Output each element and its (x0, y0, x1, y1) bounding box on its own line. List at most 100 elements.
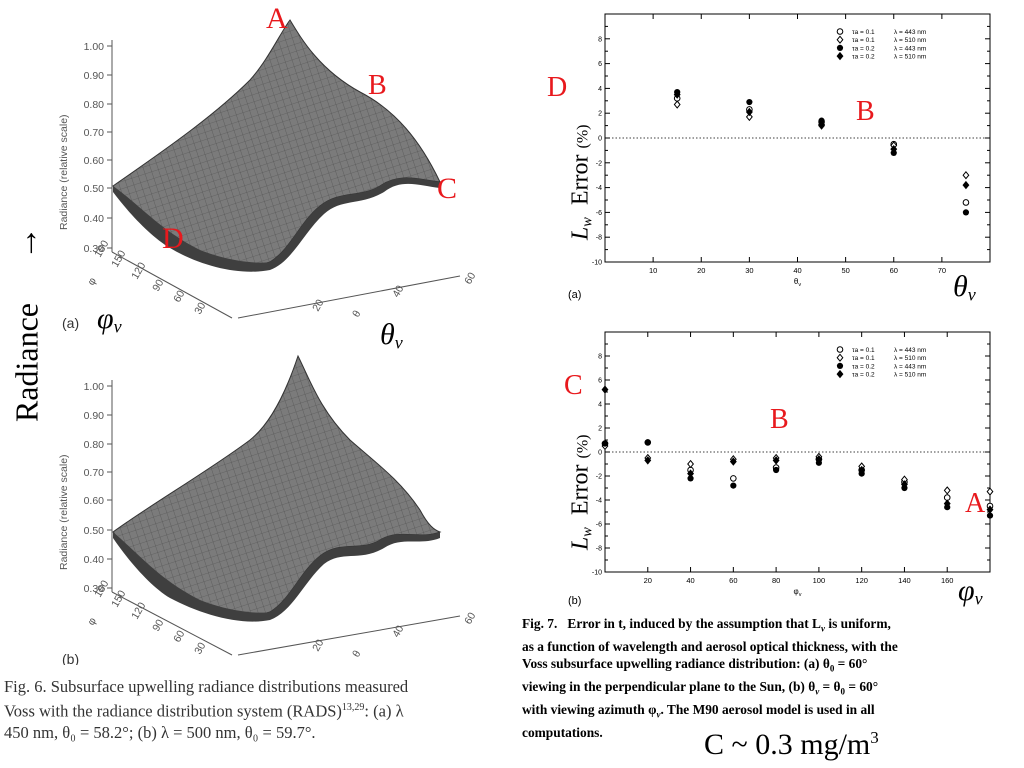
data-point (986, 512, 994, 519)
data-point (962, 209, 970, 216)
phi-v-label-right: φv (958, 574, 983, 609)
ytick-label: -4 (596, 185, 602, 192)
fig6b-ytick: 0.80 (84, 439, 105, 451)
legend-tau: τa = 0.1 (852, 37, 875, 44)
data-point (943, 499, 951, 508)
ytick-label: 8 (598, 36, 602, 43)
fig7-chart-a: -10 -8 -6 -4 -2 0 2 4 6 8 10 20 30 40 50 60 70 θv τa = 0.1… (568, 13, 991, 301)
annotation-D-right: D (547, 72, 568, 103)
data-point (943, 486, 951, 495)
ytick-label: 0 (598, 136, 602, 143)
data-point (858, 465, 866, 475)
xtick-label: 40 (793, 266, 801, 275)
legend-tau: τa = 0.2 (852, 363, 875, 370)
svg-text:60: 60 (171, 628, 187, 644)
data-point (836, 353, 844, 362)
fig6b-ytick: 0.40 (84, 554, 105, 566)
data-point (729, 457, 737, 466)
annotation-A-right: A (965, 488, 986, 519)
ytick-label: 4 (598, 86, 602, 93)
data-point (687, 469, 695, 478)
fig7a-plot-area: -10 -8 -6 -4 -2 0 2 4 6 8 10 20 30 40 50 60 70 θv τa = 0.1… (568, 13, 991, 301)
fig7b-panel-label: (b) (568, 595, 581, 607)
data-point (962, 180, 970, 190)
svg-text:90: 90 (150, 617, 166, 633)
data-point (730, 482, 737, 489)
svg-text:θ: θ (350, 648, 363, 659)
data-point (836, 369, 844, 379)
data-point (815, 455, 823, 464)
fig6a-ytick: 0.80 (84, 99, 105, 111)
fig6a-ytick: 0.30 (84, 243, 105, 255)
ytick-label: 4 (598, 402, 602, 409)
x-axis-label: θv (794, 277, 801, 288)
fig7a-panel-label: (a) (568, 289, 581, 301)
svg-text:40: 40 (390, 623, 406, 639)
fig7b-ylabel: Lw Error (%) (567, 434, 596, 551)
fig6a-theta-ticks: 20 40 60 θ (310, 270, 478, 319)
ytick-label: 6 (598, 61, 602, 68)
data-point (836, 44, 844, 52)
svg-text:60: 60 (462, 270, 478, 286)
data-point (746, 98, 753, 106)
x-axis-label: φv (794, 587, 802, 598)
theta-v-label-right: θv (953, 270, 976, 305)
ytick-label: 2 (598, 111, 602, 118)
legend-tau: τa = 0.2 (852, 45, 875, 52)
fig7-caption: Fig. 7. Error in t, induced by the assum… (522, 616, 898, 741)
annotation-C-right: C (564, 370, 583, 401)
fig6b-ytick: 0.30 (84, 583, 105, 595)
fig6a-ytick: 0.50 (84, 183, 105, 195)
data-point (745, 107, 753, 117)
legend-tau: τa = 0.1 (852, 355, 875, 362)
data-point (772, 456, 780, 465)
legend-lambda: λ = 510 nm (894, 355, 926, 362)
svg-text:60: 60 (171, 288, 187, 304)
xtick-label: 50 (841, 266, 849, 275)
ytick-label: 8 (598, 354, 602, 361)
legend-lambda: λ = 443 nm (894, 45, 926, 52)
legend-lambda: λ = 443 nm (894, 363, 926, 370)
ytick-label: 2 (598, 426, 602, 433)
data-point (601, 440, 609, 447)
legend-lambda: λ = 510 nm (894, 54, 926, 61)
concentration-note: C ~ 0.3 mg/m3 (704, 728, 879, 761)
legend: τa = 0.1 λ = 443 nm τa = 0.1 λ = 510 nm τa =… (836, 28, 926, 61)
fig6b-axes: 1.00 0.90 0.80 0.70 0.60 0.50 0.40 0.30 … (58, 380, 479, 660)
data-point (673, 100, 681, 109)
fig6a-ytick: 1.00 (84, 41, 105, 53)
annotation-B-right-b: B (770, 404, 789, 435)
ytick-label: -2 (596, 160, 602, 167)
data-point (962, 199, 970, 206)
fig7-chart-b: -10 -8 -6 -4 -2 0 2 4 6 8 20 40 60 80 100 120 140 160 φv τa… (568, 331, 994, 607)
fig6b-ylabel: Radiance (relative scale) (58, 454, 70, 570)
fig6b-ytick: 0.90 (84, 410, 105, 422)
xtick-label: 60 (729, 576, 737, 585)
svg-text:φ: φ (85, 275, 99, 287)
fig6b-ytick: 1.00 (84, 381, 105, 393)
legend-lambda: λ = 443 nm (894, 29, 926, 36)
data-point (836, 362, 844, 369)
ytick-label: -8 (596, 235, 602, 242)
phi-v-label-left: φv (97, 302, 122, 337)
fig6b-theta-ticks: 20 40 60 θ (310, 610, 478, 659)
ytick-label: 6 (598, 378, 602, 385)
x-axis-label-sub: v (798, 282, 801, 288)
data-point (773, 466, 780, 474)
data-point (601, 385, 609, 394)
xtick-label: 20 (697, 266, 705, 275)
svg-text:30: 30 (192, 640, 208, 656)
data-point (687, 459, 695, 469)
svg-text:40: 40 (390, 283, 406, 299)
xtick-label: 120 (855, 576, 868, 585)
svg-text:θ: θ (350, 308, 363, 319)
fig7a-ylabel: Lw Error (%) (567, 124, 596, 241)
svg-text:20: 20 (310, 637, 326, 653)
svg-text:120: 120 (129, 600, 148, 621)
svg-text:30: 30 (192, 300, 208, 316)
legend-lambda: λ = 510 nm (894, 37, 926, 44)
svg-text:60: 60 (462, 610, 478, 626)
ytick-label: -8 (596, 546, 602, 553)
data-point (673, 90, 681, 99)
fig6a-ytick: 0.60 (84, 155, 105, 167)
